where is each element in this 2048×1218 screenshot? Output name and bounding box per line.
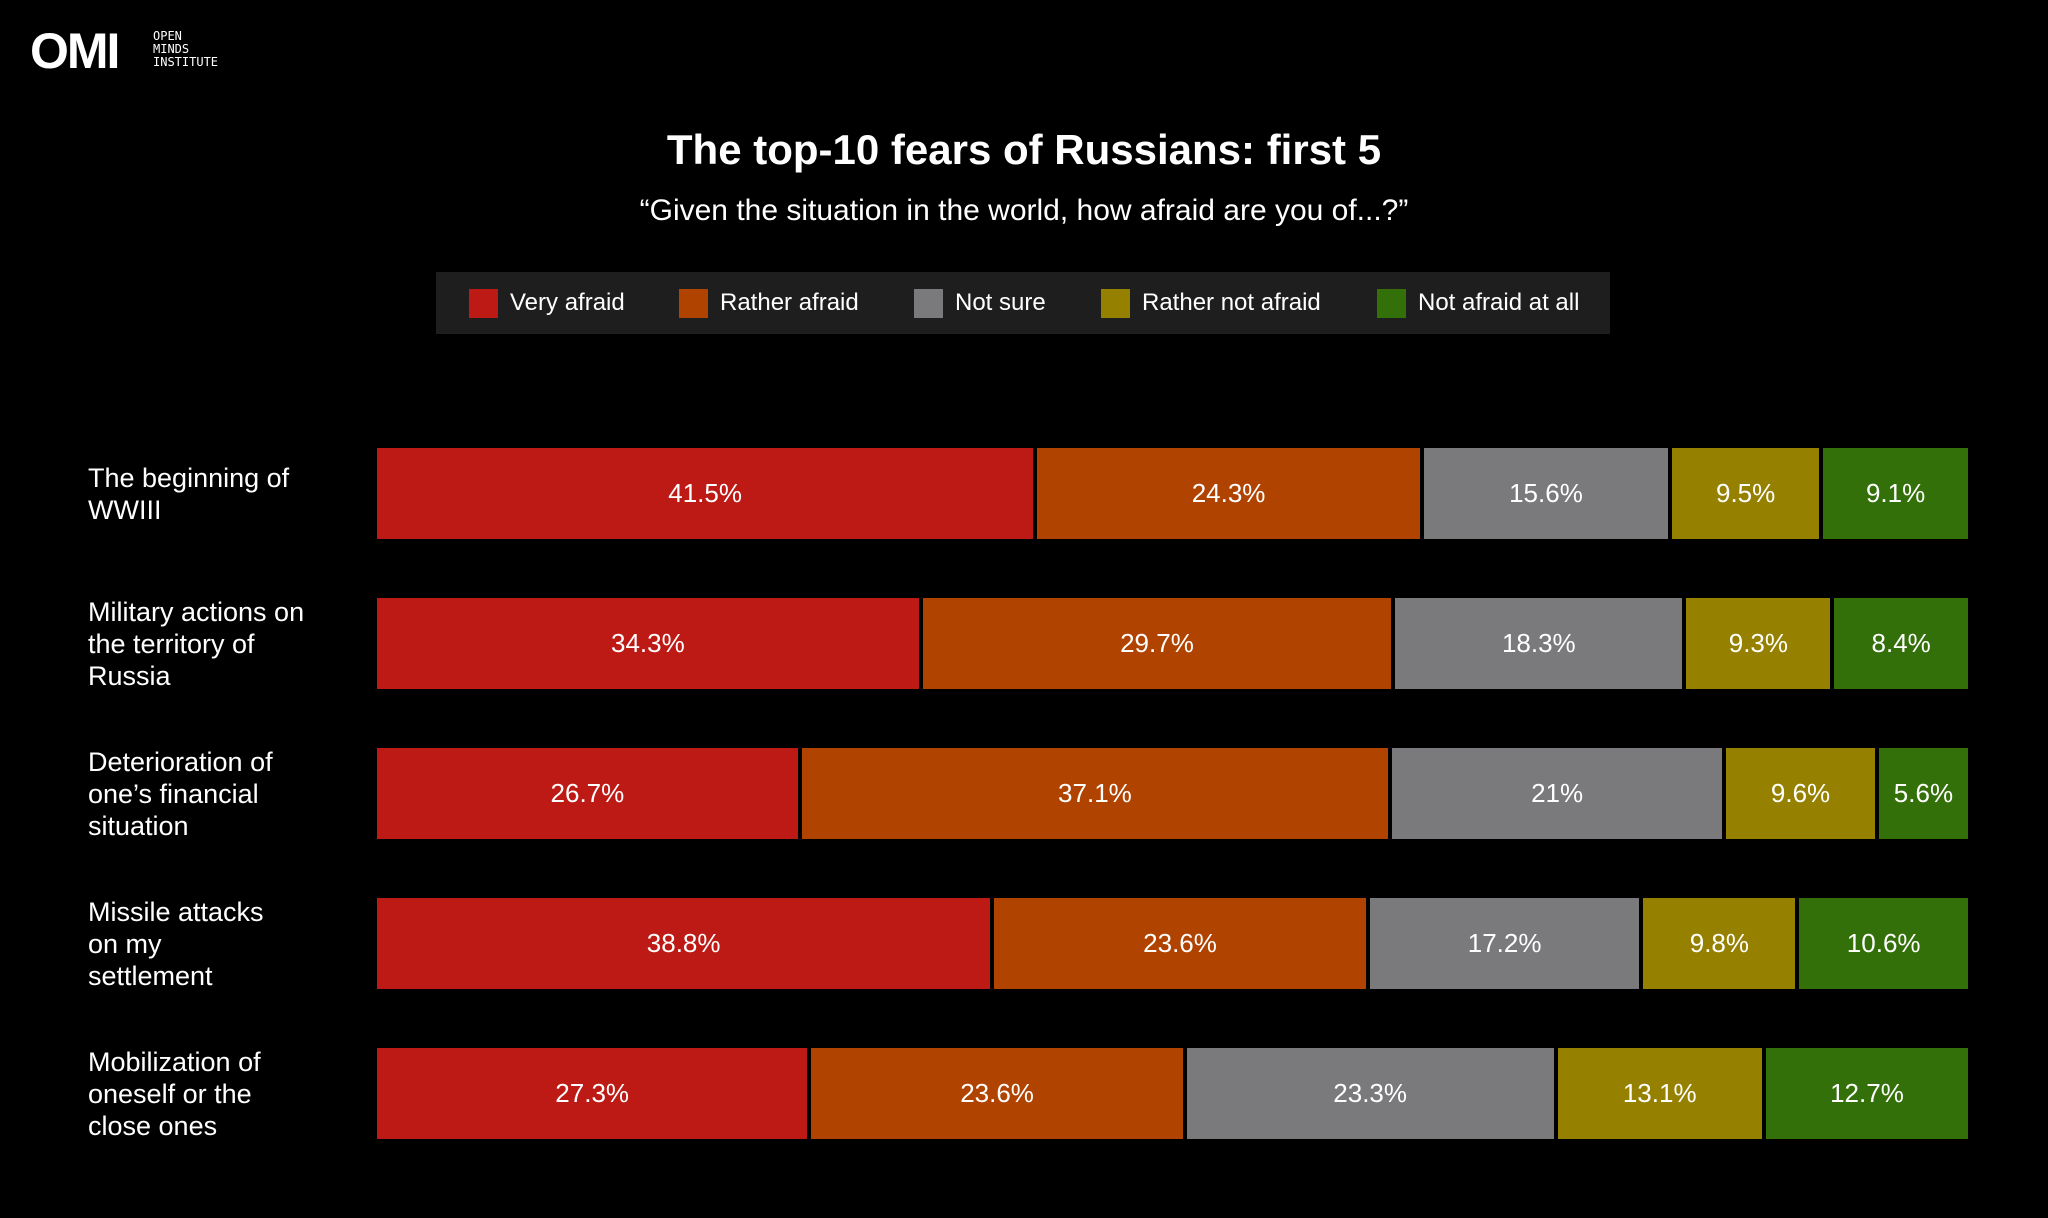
data-label: 27.3% — [555, 1078, 630, 1108]
bar-segment: 41.5% — [377, 448, 1034, 539]
bar-segment: 9.8% — [1643, 898, 1796, 989]
bar-segment: 12.7% — [1765, 1048, 1968, 1139]
legend-item: Rather not afraid — [1101, 272, 1321, 334]
bar-segment: 23.6% — [994, 898, 1366, 989]
data-label: 12.7% — [1830, 1078, 1904, 1108]
data-label: 23.3% — [1333, 1078, 1408, 1108]
bar-segment: 24.3% — [1037, 448, 1420, 539]
data-label: 13.1% — [1622, 1078, 1697, 1108]
bar-segment: 26.7% — [377, 748, 798, 839]
bar-segment: 9.6% — [1726, 748, 1875, 839]
bar-segment: 34.3% — [377, 598, 919, 689]
legend-label: Very afraid — [510, 289, 625, 316]
data-label: 29.7% — [1120, 628, 1194, 658]
logo-name: OPEN MINDS INSTITUTE — [153, 29, 219, 69]
legend-item: Not sure — [914, 272, 1046, 334]
legend: Very afraid Rather afraid Not sure Rather n… — [436, 272, 1610, 334]
data-label: 21% — [1531, 778, 1584, 808]
data-label: 5.6% — [1893, 778, 1954, 808]
data-label: 9.5% — [1716, 478, 1776, 508]
data-label: 9.3% — [1728, 628, 1788, 658]
legend-label: Rather not afraid — [1142, 289, 1321, 316]
bar-segment: 23.6% — [811, 1048, 1183, 1139]
legend-item: Not afraid at all — [1377, 272, 1579, 334]
category-label: Deterioration of one’s financial situati… — [88, 746, 273, 841]
category-label: Mobilization of oneself or the close one… — [88, 1046, 261, 1141]
bar-segment: 17.2% — [1369, 898, 1640, 989]
data-label: 8.4% — [1871, 628, 1931, 658]
bar-segment: 13.1% — [1557, 1048, 1762, 1139]
data-label: 23.6% — [1143, 928, 1217, 958]
data-label: 15.6% — [1509, 478, 1583, 508]
bar-segment: 29.7% — [922, 598, 1392, 689]
data-label: 41.5% — [668, 478, 742, 508]
data-label: 9.8% — [1689, 928, 1749, 958]
legend-label: Not sure — [955, 289, 1046, 316]
category-label: Missile attacks on my settlement — [88, 896, 264, 991]
category-label: The beginning of WWIII — [88, 462, 290, 525]
chart-subtitle: “Given the situation in the world, how a… — [639, 194, 1409, 227]
data-label: 10.6% — [1846, 928, 1921, 958]
legend-swatch — [914, 288, 943, 318]
category-label: Military actions on the territory of Rus… — [88, 596, 305, 691]
bar-segment: 15.6% — [1423, 448, 1669, 539]
bar-segment: 8.4% — [1834, 598, 1968, 689]
bar-segment: 38.8% — [377, 898, 991, 989]
data-label: 26.7% — [550, 778, 625, 808]
legend-item: Rather afraid — [679, 272, 859, 334]
bar-segment: 9.3% — [1686, 598, 1831, 689]
legend-label: Not afraid at all — [1418, 289, 1580, 316]
bar-segment: 10.6% — [1799, 898, 1968, 989]
bar-segment: 9.1% — [1823, 448, 1968, 539]
bar-segment: 21% — [1392, 748, 1723, 839]
legend-swatch — [1377, 288, 1406, 318]
legend-swatch — [1101, 288, 1130, 318]
data-label: 38.8% — [646, 928, 721, 958]
logo-mark: OMI — [30, 23, 120, 79]
bar-segment: 23.3% — [1186, 1048, 1554, 1139]
legend-swatch — [469, 288, 498, 318]
legend-item: Very afraid — [469, 272, 625, 334]
bar-segment: 5.6% — [1878, 748, 1968, 839]
chart-title: The top-10 fears of Russians: first 5 — [666, 126, 1382, 173]
data-label: 37.1% — [1058, 778, 1132, 808]
data-label: 24.3% — [1191, 478, 1266, 508]
data-label: 9.1% — [1865, 478, 1926, 508]
data-label: 9.6% — [1770, 778, 1831, 808]
legend-label: Rather afraid — [720, 289, 859, 316]
bar-segment: 9.5% — [1672, 448, 1820, 539]
bar-segment: 37.1% — [801, 748, 1389, 839]
legend-swatch — [679, 288, 708, 318]
data-label: 34.3% — [610, 628, 685, 658]
bar-segment: 18.3% — [1395, 598, 1683, 689]
data-label: 17.2% — [1467, 928, 1542, 958]
data-label: 23.6% — [960, 1078, 1034, 1108]
data-label: 18.3% — [1501, 628, 1576, 658]
bar-segment: 27.3% — [377, 1048, 808, 1139]
